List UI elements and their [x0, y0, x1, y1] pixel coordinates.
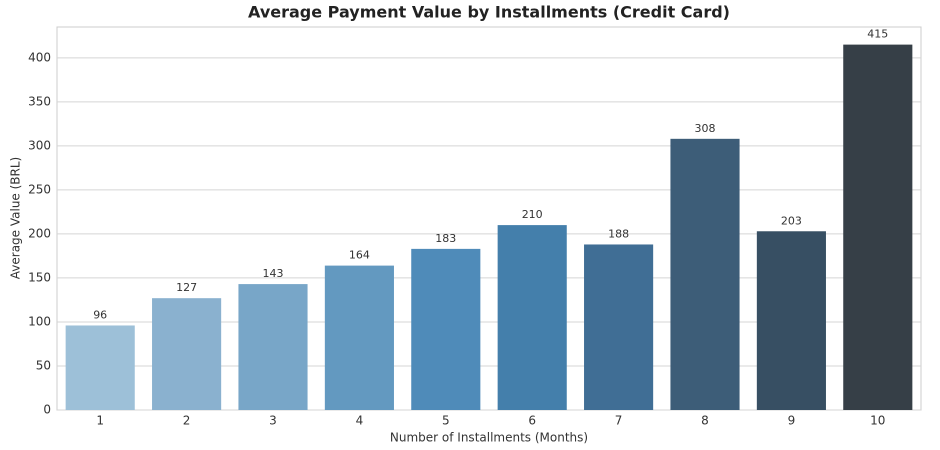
y-tick-label: 100 [28, 314, 51, 328]
y-tick-label: 0 [43, 403, 51, 417]
x-tick-label: 9 [788, 414, 796, 428]
bar [497, 225, 567, 410]
bar [756, 231, 826, 410]
bar [65, 325, 135, 410]
chart-title: Average Payment Value by Installments (C… [248, 3, 730, 22]
y-tick-label: 250 [28, 182, 51, 196]
y-tick-label: 200 [28, 226, 51, 240]
value-label: 96 [93, 308, 107, 321]
x-tick-label: 1 [96, 414, 104, 428]
value-label: 143 [263, 267, 284, 280]
bar [238, 284, 308, 410]
x-tick-label: 4 [356, 414, 364, 428]
y-tick-label: 300 [28, 138, 51, 152]
x-tick-label: 2 [183, 414, 191, 428]
bar [152, 298, 222, 410]
x-tick-label: 10 [870, 414, 885, 428]
x-tick-label: 6 [528, 414, 536, 428]
value-label: 210 [522, 208, 543, 221]
y-tick-label: 150 [28, 270, 51, 284]
value-label: 127 [176, 281, 197, 294]
value-label: 203 [781, 214, 802, 227]
x-tick-label: 8 [701, 414, 709, 428]
bar [411, 248, 481, 410]
y-tick-label: 350 [28, 94, 51, 108]
y-axis-label: Average Value (BRL) [9, 157, 23, 279]
value-label: 308 [695, 122, 716, 135]
value-label: 164 [349, 249, 370, 262]
y-tick-label: 50 [36, 358, 51, 372]
bar [324, 265, 394, 410]
x-tick-label: 3 [269, 414, 277, 428]
x-tick-label: 5 [442, 414, 450, 428]
bar [843, 44, 913, 411]
value-label: 188 [608, 227, 629, 240]
y-tick-label: 400 [28, 50, 51, 64]
bar [584, 244, 654, 410]
value-label: 415 [867, 28, 888, 41]
x-axis-label: Number of Installments (Months) [390, 431, 588, 445]
x-tick-label: 7 [615, 414, 623, 428]
bar [670, 138, 740, 410]
value-label: 183 [435, 232, 456, 245]
